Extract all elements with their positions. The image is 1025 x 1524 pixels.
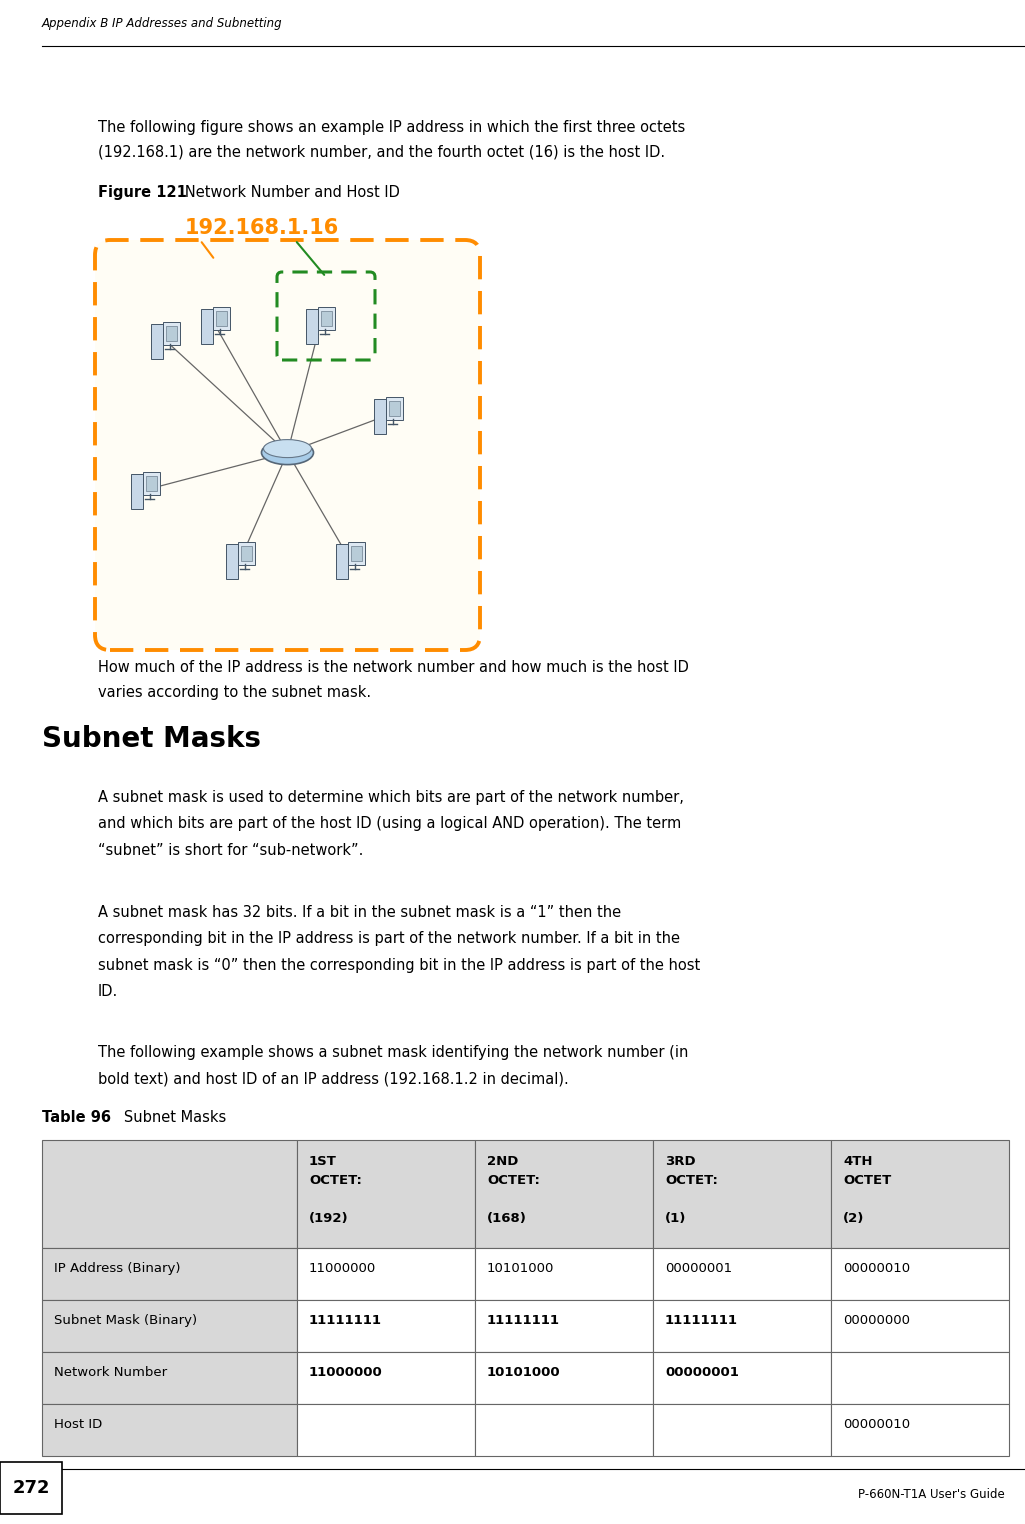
FancyBboxPatch shape [306,309,318,344]
Bar [42,1248,297,1300]
Text: 4TH
OCTET

(2): 4TH OCTET (2) [843,1155,892,1225]
Text: 00000001: 00000001 [665,1366,739,1379]
Text: bold text) and host ID of an IP address (192.168.1.2 in decimal).: bold text) and host ID of an IP address … [98,1071,569,1087]
Bar [215,311,228,326]
Bar [653,1352,831,1404]
Bar [831,1140,1009,1248]
Text: “subnet” is short for “sub-network”.: “subnet” is short for “sub-network”. [98,843,364,858]
Text: Subnet Masks: Subnet Masks [42,725,261,753]
Bar [475,1300,653,1352]
Bar [653,1248,831,1300]
Text: Table 96: Table 96 [42,1109,111,1125]
Bar [42,1140,297,1248]
Ellipse shape [261,440,314,465]
Text: (192.168.1) are the network number, and the fourth octet (16) is the host ID.: (192.168.1) are the network number, and … [98,145,665,160]
FancyBboxPatch shape [336,544,347,579]
Text: Figure 121: Figure 121 [98,184,187,200]
Bar [297,1352,475,1404]
Text: varies according to the subnet mask.: varies according to the subnet mask. [98,684,371,700]
Bar [831,1248,1009,1300]
Bar [475,1140,653,1248]
Text: ID.: ID. [98,985,118,998]
Text: The following example shows a subnet mask identifying the network number (in: The following example shows a subnet mas… [98,1045,689,1061]
Bar [831,1300,1009,1352]
Bar [475,1352,653,1404]
Text: The following figure shows an example IP address in which the first three octets: The following figure shows an example IP… [98,120,686,136]
FancyBboxPatch shape [95,239,480,651]
Bar [475,1404,653,1455]
Bar [653,1300,831,1352]
Text: How much of the IP address is the network number and how much is the host ID: How much of the IP address is the networ… [98,660,689,675]
FancyBboxPatch shape [152,325,163,360]
FancyBboxPatch shape [213,306,230,331]
Bar [321,311,332,326]
Text: Appendix B IP Addresses and Subnetting: Appendix B IP Addresses and Subnetting [42,17,283,30]
Text: 10101000: 10101000 [487,1366,561,1379]
Text: Network Number: Network Number [54,1366,167,1379]
Bar [475,1248,653,1300]
FancyBboxPatch shape [347,543,365,565]
Bar [388,401,401,416]
Text: Host ID: Host ID [54,1417,102,1431]
Text: 00000010: 00000010 [843,1417,910,1431]
Text: 11111111: 11111111 [487,1314,560,1327]
Bar [42,1300,297,1352]
Text: 11111111: 11111111 [665,1314,738,1327]
Text: 2ND
OCTET:

(168): 2ND OCTET: (168) [487,1155,540,1225]
Text: 192.168.1.16: 192.168.1.16 [184,218,339,238]
FancyBboxPatch shape [374,399,385,434]
Text: 10101000: 10101000 [487,1262,555,1276]
Text: and which bits are part of the host ID (using a logical AND operation). The term: and which bits are part of the host ID (… [98,817,682,831]
FancyBboxPatch shape [227,544,238,579]
Bar [297,1404,475,1455]
Text: 3RD
OCTET:

(1): 3RD OCTET: (1) [665,1155,718,1225]
Text: A subnet mask is used to determine which bits are part of the network number,: A subnet mask is used to determine which… [98,789,684,805]
Bar [297,1248,475,1300]
Bar [653,1140,831,1248]
Text: A subnet mask has 32 bits. If a bit in the subnet mask is a “1” then the: A subnet mask has 32 bits. If a bit in t… [98,905,621,920]
Bar [351,546,363,561]
Bar [297,1300,475,1352]
Bar [831,1352,1009,1404]
FancyBboxPatch shape [238,543,255,565]
Text: Subnet Masks: Subnet Masks [110,1109,227,1125]
Text: Network Number and Host ID: Network Number and Host ID [171,184,400,200]
Text: 11000000: 11000000 [309,1262,376,1276]
Bar [653,1404,831,1455]
Bar [297,1140,475,1248]
Bar [166,326,177,341]
Ellipse shape [263,439,312,457]
FancyBboxPatch shape [201,309,213,344]
Text: corresponding bit in the IP address is part of the network number. If a bit in t: corresponding bit in the IP address is p… [98,931,680,946]
FancyBboxPatch shape [386,396,403,421]
Text: 00000000: 00000000 [843,1314,910,1327]
Text: 272: 272 [12,1478,50,1497]
Text: P-660N-T1A User's Guide: P-660N-T1A User's Guide [858,1487,1004,1501]
Text: IP Address (Binary): IP Address (Binary) [54,1262,180,1276]
Bar [241,546,252,561]
Bar [0,1462,62,1513]
Bar [831,1404,1009,1455]
Text: 1ST
OCTET:

(192): 1ST OCTET: (192) [309,1155,362,1225]
Bar [42,1404,297,1455]
Text: Subnet Mask (Binary): Subnet Mask (Binary) [54,1314,197,1327]
Text: 11000000: 11000000 [309,1366,382,1379]
FancyBboxPatch shape [163,322,180,346]
Bar [146,477,158,491]
Text: subnet mask is “0” then the corresponding bit in the IP address is part of the h: subnet mask is “0” then the correspondin… [98,957,700,972]
FancyBboxPatch shape [131,474,142,509]
Bar [42,1352,297,1404]
FancyBboxPatch shape [142,472,160,495]
Text: 11111111: 11111111 [309,1314,382,1327]
Text: 00000010: 00000010 [843,1262,910,1276]
FancyBboxPatch shape [318,306,335,331]
Text: 00000001: 00000001 [665,1262,732,1276]
